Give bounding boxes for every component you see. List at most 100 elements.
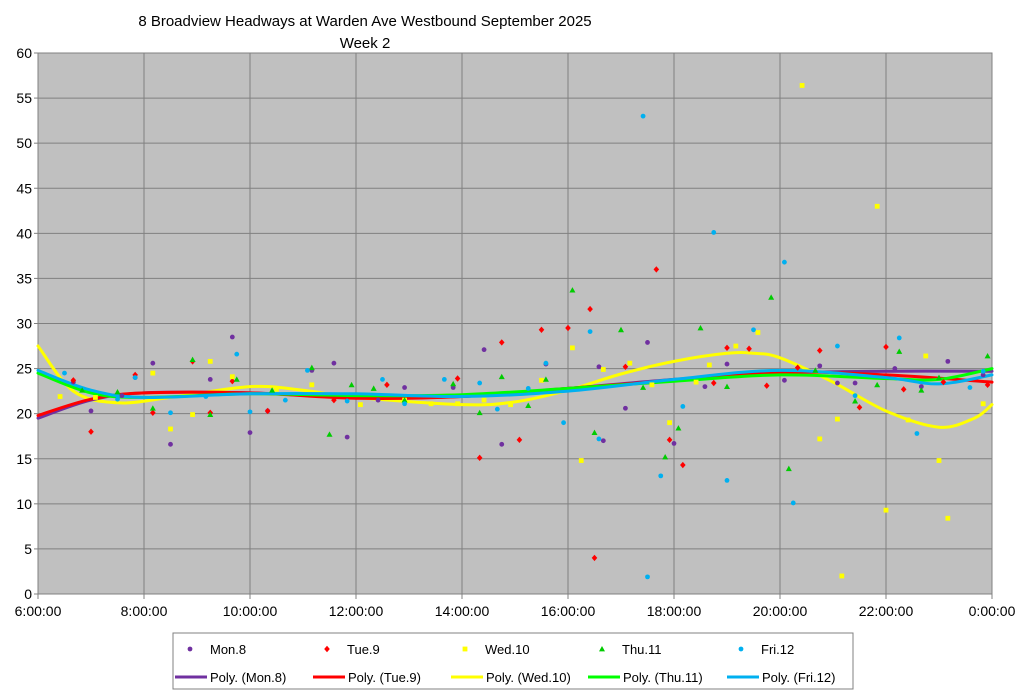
x-tick-label: 20:00:00 <box>753 603 808 619</box>
data-point <box>918 384 924 390</box>
data-point <box>88 408 94 414</box>
data-point <box>914 431 920 436</box>
data-point <box>229 374 235 380</box>
legend-marker <box>324 645 330 653</box>
data-point <box>149 405 156 411</box>
legend-item: Wed.10 <box>462 642 530 657</box>
data-point <box>70 377 77 384</box>
data-point <box>671 441 677 446</box>
data-point <box>967 385 973 390</box>
data-point <box>835 380 840 386</box>
legend-label: Tue.9 <box>347 642 380 657</box>
data-point <box>114 389 121 395</box>
data-point <box>839 573 845 579</box>
data-point <box>746 345 752 352</box>
legend-item: Thu.11 <box>599 642 662 657</box>
x-tick-label: 8:00:00 <box>121 603 168 619</box>
data-point <box>596 364 602 370</box>
legend-label: Fri.12 <box>761 642 794 657</box>
data-point <box>675 425 682 431</box>
data-point <box>900 386 907 393</box>
data-point <box>168 441 173 447</box>
data-point <box>455 401 460 407</box>
data-point <box>883 507 889 513</box>
data-point <box>627 360 633 366</box>
data-point <box>150 370 156 376</box>
data-point <box>980 372 986 378</box>
data-point <box>508 402 513 408</box>
data-point <box>706 362 712 368</box>
legend-item: Poly. (Mon.8) <box>175 670 286 685</box>
legend-marker <box>462 646 468 652</box>
data-point <box>401 397 408 403</box>
data-point <box>189 356 196 362</box>
y-axis: 0 5 10 15 20 25 30 35 40 45 50 55 60 <box>16 45 38 602</box>
data-point <box>724 361 730 367</box>
data-point <box>358 402 363 408</box>
legend-label: Poly. (Tue.9) <box>348 670 421 685</box>
data-point <box>936 458 942 463</box>
data-point <box>62 370 67 376</box>
x-tick-label: 22:00:00 <box>859 603 914 619</box>
data-point <box>516 436 523 444</box>
data-point <box>680 404 686 409</box>
legend-label: Poly. (Wed.10) <box>486 670 571 685</box>
y-tick-label: 10 <box>16 496 32 512</box>
trendlines <box>36 344 994 429</box>
trendline-poly-fri-12 <box>36 368 994 399</box>
data-point <box>498 373 505 380</box>
data-point <box>538 326 545 334</box>
x-tick-label: 18:00:00 <box>647 603 702 619</box>
y-tick-label: 60 <box>16 45 32 61</box>
y-tick-label: 50 <box>16 135 32 151</box>
data-point <box>402 385 407 390</box>
data-point <box>331 396 337 404</box>
chart-title: 8 Broadview Headways at Warden Ave Westb… <box>138 13 591 30</box>
data-point <box>835 343 840 349</box>
data-point <box>763 382 770 389</box>
data-point <box>247 430 253 436</box>
data-point <box>326 431 333 437</box>
data-point <box>905 417 911 423</box>
data-point <box>264 407 271 415</box>
data-point <box>441 377 447 382</box>
data-point <box>569 287 576 293</box>
data-point <box>498 339 505 346</box>
data-point <box>653 266 660 273</box>
y-tick-label: 25 <box>16 361 32 377</box>
data-point <box>543 360 549 366</box>
legend-marker <box>187 646 193 652</box>
data-point <box>600 438 606 444</box>
data-point <box>499 441 505 447</box>
data-point <box>658 473 664 479</box>
data-point <box>150 360 156 366</box>
data-point <box>782 377 787 383</box>
legend-label: Poly. (Thu.11) <box>623 670 703 685</box>
data-point <box>645 574 650 580</box>
data-point <box>308 364 315 371</box>
data-point <box>711 230 717 235</box>
data-point <box>852 393 858 399</box>
data-point <box>618 326 624 333</box>
legend-item: Poly. (Fri.12) <box>727 670 835 685</box>
data-point <box>305 367 310 373</box>
data-point <box>233 376 240 382</box>
y-tick-label: 45 <box>16 180 32 196</box>
data-point <box>331 360 337 366</box>
data-point <box>375 397 381 403</box>
data-point <box>667 420 672 426</box>
data-point <box>132 375 138 380</box>
data-point <box>481 347 487 353</box>
data-point <box>623 405 628 411</box>
legend-label: Wed.10 <box>485 642 530 657</box>
data-point <box>817 436 823 442</box>
legend-item: Fri.12 <box>738 642 794 657</box>
data-point <box>812 367 819 373</box>
legend-item: Poly. (Tue.9) <box>313 670 421 685</box>
data-point <box>817 363 823 369</box>
data-point <box>662 453 669 460</box>
data-point <box>936 374 942 380</box>
y-tick-label: 30 <box>16 316 32 332</box>
data-point <box>883 343 889 351</box>
